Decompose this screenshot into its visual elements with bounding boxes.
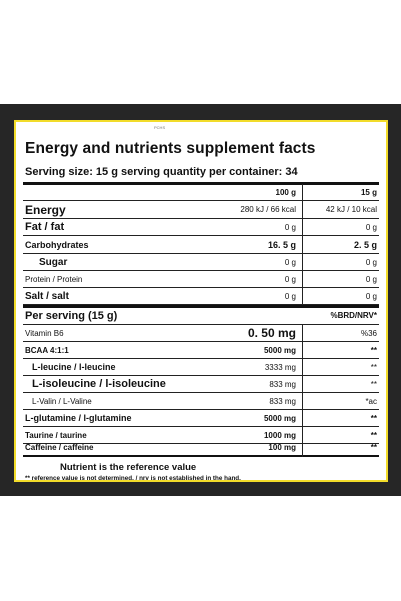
nutrient-row-salt: Salt / salt 0 g 0 g	[23, 288, 379, 305]
nutrient-value-15g: 0 g	[365, 274, 377, 284]
tiny-mark: PCHS	[154, 125, 166, 130]
column-divider-lower	[302, 325, 303, 457]
nutrient-name: Sugar	[39, 256, 68, 268]
ingredient-name: Vitamin B6	[25, 328, 64, 338]
ingredient-nrv: **	[370, 443, 377, 452]
nutrient-value-15g: 0 g	[365, 222, 377, 232]
col1-header: 100 g	[275, 187, 296, 197]
ingredient-name: Taurine / taurine	[25, 430, 87, 440]
nutrient-value-100g: 0 g	[284, 257, 296, 267]
ingredient-name: L-Valin / L-Valine	[32, 396, 92, 406]
ingredient-amount: 1000 mg	[263, 430, 296, 440]
ingredient-nrv: **	[370, 345, 377, 355]
ingredient-name: BCAA 4:1:1	[25, 345, 69, 355]
ingredient-amount: 5000 mg	[263, 413, 296, 423]
nutrient-name: Energy	[25, 202, 66, 217]
ingredient-amount: 833 mg	[269, 379, 296, 389]
nutrient-name: Carbohydrates	[25, 239, 89, 250]
nutrient-value-100g: 16. 5 g	[267, 239, 296, 250]
ingredient-nrv: %36	[360, 328, 377, 338]
ingredient-name: L-isoleucine / l-isoleucine	[32, 378, 166, 390]
reference-note: Nutrient is the reference value	[60, 462, 197, 473]
ingredient-row-bcaa: BCAA 4:1:1 5000 mg **	[23, 342, 379, 359]
nutrient-value-100g: 280 kJ / 66 kcal	[240, 205, 296, 214]
ingredient-amount: 3333 mg	[264, 362, 296, 372]
ingredient-amount: 100 mg	[268, 443, 296, 452]
ingredient-row-taurine: Taurine / taurine 1000 mg **	[23, 427, 379, 444]
nutrient-value-15g: 42 kJ / 10 kcal	[325, 205, 377, 214]
nutrient-row-protein: Protein / Protein 0 g 0 g	[23, 271, 379, 288]
serving-line: Serving size: 15 g serving quantity per …	[25, 166, 298, 178]
nutrient-row-sugar: Sugar 0 g 0 g	[23, 254, 379, 271]
label-title: Energy and nutrients supplement facts	[25, 140, 316, 157]
supplement-facts-label: PCHS Energy and nutrients supplement fac…	[14, 120, 388, 482]
ingredient-nrv: *ac	[365, 396, 377, 406]
column-header-row: 100 g 15 g	[23, 184, 379, 201]
nutrient-value-100g: 0 g	[284, 274, 296, 284]
ingredient-amount: 5000 mg	[263, 345, 296, 355]
ingredient-name: Caffeine / caffeine	[25, 443, 94, 452]
nutrient-row-energy: Energy 280 kJ / 66 kcal 42 kJ / 10 kcal	[23, 201, 379, 219]
nutrient-value-15g: 0 g	[365, 291, 377, 301]
nutrient-value-100g: 0 g	[284, 222, 296, 232]
ingredient-nrv: **	[370, 362, 377, 372]
ingredient-row-valine: L-Valin / L-Valine 833 mg *ac	[23, 393, 379, 410]
column-divider	[302, 184, 303, 305]
ingredient-row-isoleucine: L-isoleucine / l-isoleucine 833 mg **	[23, 376, 379, 393]
ingredient-amount: 0. 50 mg	[247, 326, 296, 340]
ingredient-row-leucine: L-leucine / l-leucine 3333 mg **	[23, 359, 379, 376]
ingredient-row-vitamin-b6: Vitamin B6 0. 50 mg %36	[23, 325, 379, 342]
col2-header: 15 g	[360, 187, 377, 197]
nutrient-value-100g: 0 g	[284, 291, 296, 301]
nutrient-row-carbohydrates: Carbohydrates 16. 5 g 2. 5 g	[23, 236, 379, 254]
ingredient-row-caffeine-text: Caffeine / caffeine 100 mg **	[23, 440, 379, 457]
ingredient-amount: 833 mg	[269, 396, 296, 406]
nutrient-value-15g: 2. 5 g	[353, 239, 377, 250]
ingredient-name: L-glutamine / l-glutamine	[25, 413, 132, 423]
nrv-column-header: %BRD/NRV*	[330, 311, 377, 320]
nutrient-row-fat: Fat / fat 0 g 0 g	[23, 219, 379, 236]
per-serving-heading: Per serving (15 g)	[25, 309, 118, 322]
ingredient-nrv: **	[370, 430, 377, 440]
ingredient-nrv: **	[370, 413, 377, 423]
per-serving-header-row: Per serving (15 g) %BRD/NRV*	[23, 307, 379, 325]
nutrient-name: Fat / fat	[25, 221, 65, 233]
ingredient-name: L-leucine / l-leucine	[32, 362, 116, 372]
nutrient-name: Salt / salt	[25, 290, 69, 302]
nutrient-name: Protein / Protein	[25, 274, 83, 284]
ingredient-row-glutamine: L-glutamine / l-glutamine 5000 mg **	[23, 410, 379, 427]
header-rule	[23, 182, 379, 185]
footnote: ** reference value is not determined. / …	[25, 475, 241, 482]
nutrient-value-15g: 0 g	[365, 257, 377, 267]
ingredient-nrv: **	[370, 379, 377, 389]
section-rule	[23, 305, 379, 308]
